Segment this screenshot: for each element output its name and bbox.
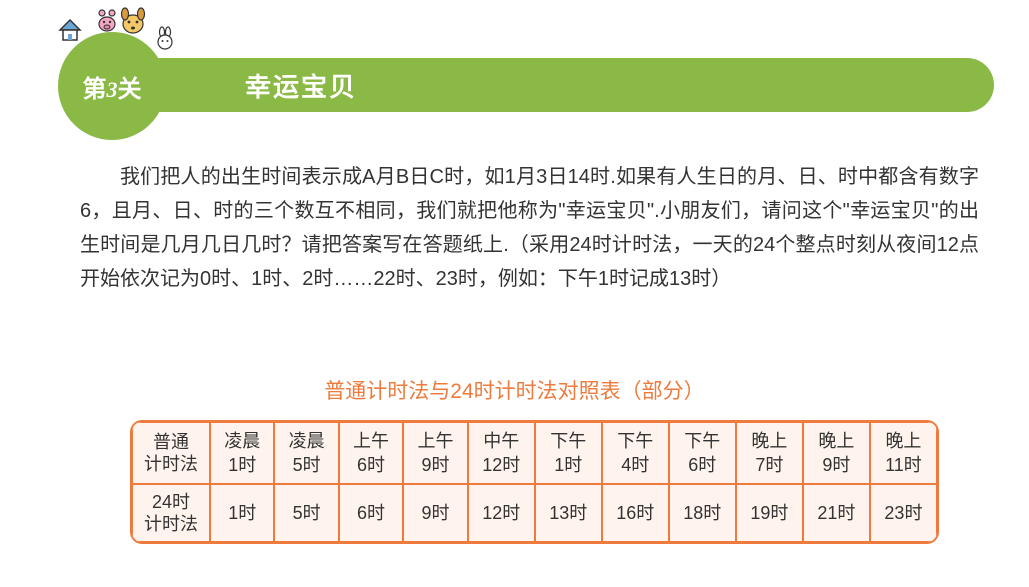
table-cell: 16时 bbox=[602, 484, 669, 542]
level-title: 幸运宝贝 bbox=[245, 67, 357, 104]
badge-prefix: 第 bbox=[83, 77, 107, 103]
table-cell: 21时 bbox=[803, 484, 870, 542]
question-body: 我们把人的出生时间表示成A月B日C时，如1月3日14时.如果有人生日的月、日、时… bbox=[80, 160, 979, 296]
table-cell: 12时 bbox=[468, 484, 535, 542]
conversion-table: 普通计时法 凌晨1时 凌晨5时 上午6时 上午9时 中午12时 下午1时 下午4… bbox=[130, 420, 939, 544]
table-cell: 下午4时 bbox=[602, 422, 669, 484]
badge-suffix: 关 bbox=[118, 77, 142, 103]
table-cell: 5时 bbox=[274, 484, 338, 542]
level-badge: 第3关 bbox=[58, 32, 166, 140]
house-icon bbox=[56, 16, 84, 42]
table-cell: 凌晨5时 bbox=[274, 422, 338, 484]
table-cell: 晚上7时 bbox=[736, 422, 803, 484]
row-label-text: 24时计时法 bbox=[139, 491, 203, 535]
table-cell: 下午6时 bbox=[669, 422, 736, 484]
conversion-table-wrap: 普通计时法 凌晨1时 凌晨5时 上午6时 上午9时 中午12时 下午1时 下午4… bbox=[130, 420, 939, 544]
rabbit-icon bbox=[155, 26, 175, 50]
conversion-table-title: 普通计时法与24时计时法对照表（部分） bbox=[0, 375, 1029, 405]
pig-icon bbox=[96, 8, 118, 32]
table-cell: 9时 bbox=[403, 484, 467, 542]
table-cell: 1时 bbox=[210, 484, 274, 542]
level-badge-text: 第3关 bbox=[83, 69, 142, 104]
table-cell: 晚上11时 bbox=[870, 422, 937, 484]
table-row: 普通计时法 凌晨1时 凌晨5时 上午6时 上午9时 中午12时 下午1时 下午4… bbox=[132, 422, 937, 484]
table-cell: 19时 bbox=[736, 484, 803, 542]
table-cell: 13时 bbox=[535, 484, 602, 542]
table-cell: 18时 bbox=[669, 484, 736, 542]
table-cell: 中午12时 bbox=[468, 422, 535, 484]
dog-icon bbox=[120, 4, 146, 34]
table-cell: 上午9时 bbox=[403, 422, 467, 484]
table-cell: 23时 bbox=[870, 484, 937, 542]
level-header-bar: 幸运宝贝 bbox=[70, 58, 994, 112]
badge-number: 3 bbox=[107, 77, 118, 102]
row-label-text: 普通计时法 bbox=[139, 431, 203, 475]
table-cell: 凌晨1时 bbox=[210, 422, 274, 484]
row-label-ordinary: 普通计时法 bbox=[132, 422, 210, 484]
table-cell: 上午6时 bbox=[339, 422, 403, 484]
question-paragraph: 我们把人的出生时间表示成A月B日C时，如1月3日14时.如果有人生日的月、日、时… bbox=[80, 160, 979, 296]
row-label-24h: 24时计时法 bbox=[132, 484, 210, 542]
table-cell: 6时 bbox=[339, 484, 403, 542]
table-cell: 晚上9时 bbox=[803, 422, 870, 484]
table-row: 24时计时法 1时 5时 6时 9时 12时 13时 16时 18时 19时 2… bbox=[132, 484, 937, 542]
table-cell: 下午1时 bbox=[535, 422, 602, 484]
